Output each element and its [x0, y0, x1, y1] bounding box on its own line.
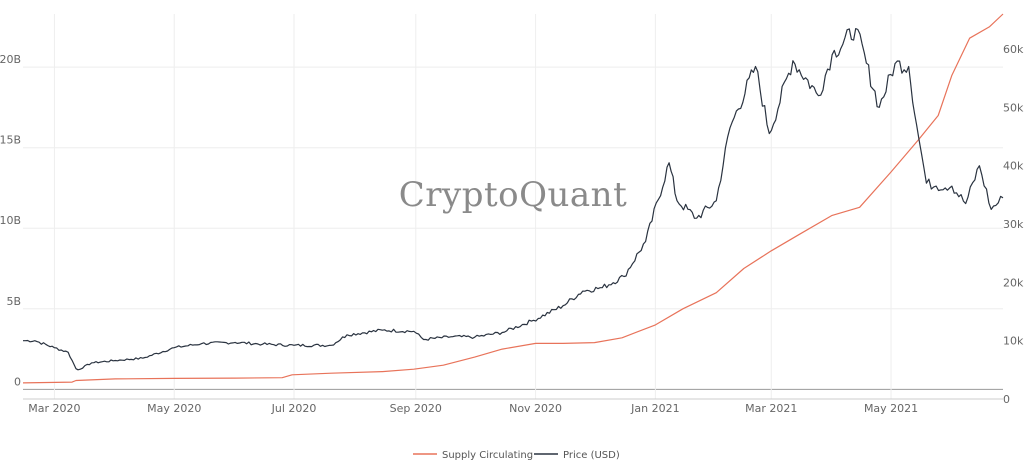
x-tick-label: Mar 2020: [28, 402, 80, 415]
x-tick-label: Jul 2020: [271, 402, 317, 415]
y-right-tick-label: 10k: [1003, 335, 1024, 348]
watermark-logo: CryptoQuant: [399, 175, 627, 215]
y-right-tick-label: 40k: [1003, 160, 1024, 173]
price-usd-line: [23, 28, 1004, 371]
legend-label-supply: Supply Circulating: [442, 450, 533, 461]
y-right-tick-label: 60k: [1003, 43, 1024, 56]
x-tick-label: Mar 2021: [745, 402, 797, 415]
legend: Supply Circulating Price (USD): [413, 450, 620, 461]
y-left-tick-label: 10B: [0, 214, 21, 227]
gridlines: [23, 14, 1003, 399]
y-right-tick-label: 20k: [1003, 276, 1024, 289]
y-left-tick-label: 5B: [6, 295, 21, 308]
supply-circulating-line: [22, 13, 1004, 384]
y-left-tick-label: 15B: [0, 134, 21, 147]
y-right-tick-label: 30k: [1003, 218, 1024, 231]
x-tick-label: Sep 2020: [390, 402, 442, 415]
x-tick-label: Nov 2020: [509, 402, 562, 415]
y-right-tick-label: 0: [1003, 393, 1010, 406]
x-tick-label: May 2021: [864, 402, 918, 415]
y-left-tick-label: 0: [14, 375, 21, 388]
y-right-tick-label: 50k: [1003, 101, 1024, 114]
legend-label-price: Price (USD): [563, 450, 620, 461]
x-tick-label: May 2020: [147, 402, 201, 415]
y-left-tick-label: 20B: [0, 53, 21, 66]
axes: 0 5B 10B 15B 20B Mar 2020 May 2020 Jul 2020 Sep …: [0, 43, 1024, 415]
x-tick-label: Jan 2021: [630, 402, 679, 415]
series-layer: [22, 13, 1004, 384]
